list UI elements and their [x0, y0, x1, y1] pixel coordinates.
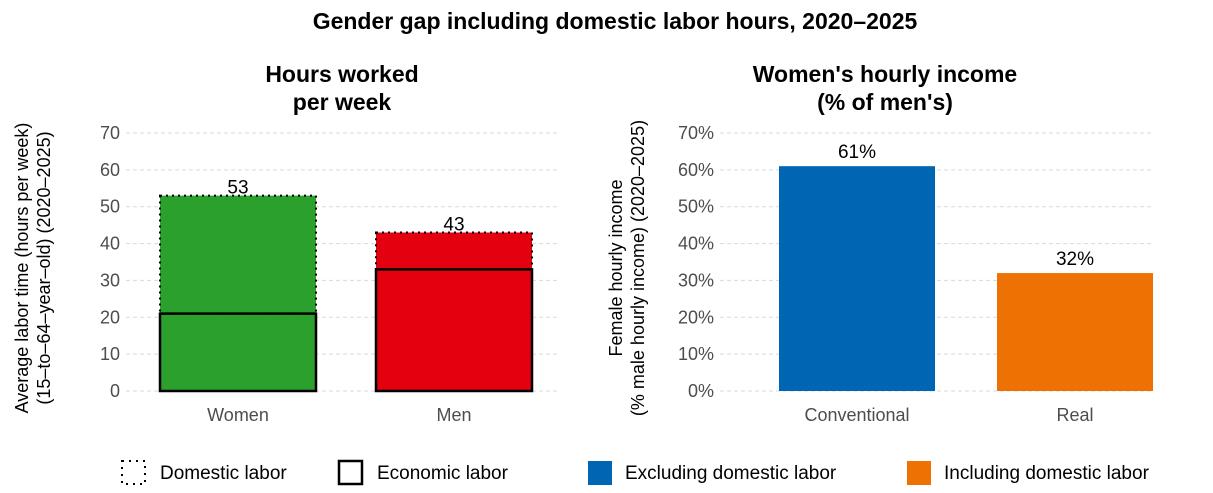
legend-swatch-economic — [337, 459, 364, 486]
hours-y-axis-label-line-1: Average labor time (hours per week) — [12, 123, 32, 414]
income-y-tick-label: 40% — [678, 234, 714, 254]
figure-title: Gender gap including domestic labor hour… — [313, 8, 918, 34]
hours-bar-domestic-women — [159, 194, 317, 315]
hours-bar-economic-men — [374, 268, 534, 393]
panel-hours-title-line-2: per week — [293, 89, 392, 115]
income-x-tick-label: Conventional — [804, 405, 909, 425]
hours-y-tick-label: 60 — [100, 160, 120, 180]
income-y-tick-label: 20% — [678, 307, 714, 327]
income-y-tick-label: 50% — [678, 197, 714, 217]
income-y-axis-label-line-2: (% male hourly income) (2020–2025) — [628, 120, 648, 416]
income-data-label: 32% — [1056, 249, 1094, 270]
legend-label-domestic: Domestic labor — [160, 463, 287, 484]
hours-y-tick-label: 20 — [100, 307, 120, 327]
panel-income-title-line-2: (% of men's) — [817, 89, 953, 115]
panel-income-title-line-1: Women's hourly income — [753, 61, 1017, 87]
income-bar-real — [997, 273, 1153, 391]
hours-y-tick-label: 30 — [100, 270, 120, 290]
legend-hours: Domestic labor Economic labor — [121, 459, 509, 486]
panel-hours: Hours worked per week 0 10 20 30 40 50 60 70 Av… — [12, 61, 560, 425]
hours-y-tick-label: 50 — [100, 197, 120, 217]
hours-y-tick-label: 0 — [110, 381, 120, 401]
hours-y-axis-title: Average labor time (hours per week) (15–… — [12, 123, 54, 414]
hours-y-tick-label: 10 — [100, 344, 120, 364]
income-bar-conventional — [779, 166, 935, 391]
hours-data-label: 53 — [227, 178, 248, 199]
income-y-axis-label-line-1: Female hourly income — [606, 179, 626, 356]
hours-data-label: 43 — [443, 215, 464, 236]
hours-x-tick-label: Women — [207, 405, 269, 425]
income-bars: 61% 32% — [779, 142, 1153, 391]
legend-label-including: Including domestic labor — [944, 463, 1150, 484]
hours-y-axis: 0 10 20 30 40 50 60 70 — [100, 123, 120, 401]
panel-income: Women's hourly income (% of men's) 0% 10%… — [606, 61, 1154, 425]
income-y-tick-label: 30% — [678, 270, 714, 290]
panel-hours-title-line-1: Hours worked — [265, 61, 418, 87]
income-y-tick-label: 60% — [678, 160, 714, 180]
hours-y-axis-label-line-2: (15–to–64–year–old) (2020–2025) — [34, 131, 54, 404]
legend-swatch-excluding — [588, 461, 612, 485]
hours-x-tick-label: Men — [436, 405, 471, 425]
income-y-axis: 0% 10% 20% 30% 40% 50% 60% 70% — [678, 123, 714, 401]
hours-y-tick-label: 70 — [100, 123, 120, 143]
income-x-axis: Conventional Real — [804, 405, 1093, 425]
hours-y-tick-label: 40 — [100, 234, 120, 254]
hours-bar-fill-women — [160, 195, 316, 391]
legend-label-excluding: Excluding domestic labor — [625, 463, 837, 484]
legend-income: Excluding domestic labor Including domes… — [588, 461, 1150, 485]
income-y-axis-title: Female hourly income (% male hourly inco… — [606, 120, 648, 416]
income-y-tick-label: 70% — [678, 123, 714, 143]
legend-swatch-including — [907, 461, 931, 485]
hours-bar-fill-men — [376, 232, 532, 391]
income-y-tick-label: 10% — [678, 344, 714, 364]
income-x-tick-label: Real — [1056, 405, 1093, 425]
income-data-label: 61% — [838, 142, 876, 163]
legend-swatch-domestic — [121, 460, 146, 485]
hours-bars: 53 43 — [158, 178, 534, 393]
income-y-tick-label: 0% — [688, 381, 714, 401]
hours-bar-economic-women — [158, 312, 318, 393]
legend-label-economic: Economic labor — [377, 463, 509, 484]
hours-x-axis: Women Men — [207, 405, 471, 425]
